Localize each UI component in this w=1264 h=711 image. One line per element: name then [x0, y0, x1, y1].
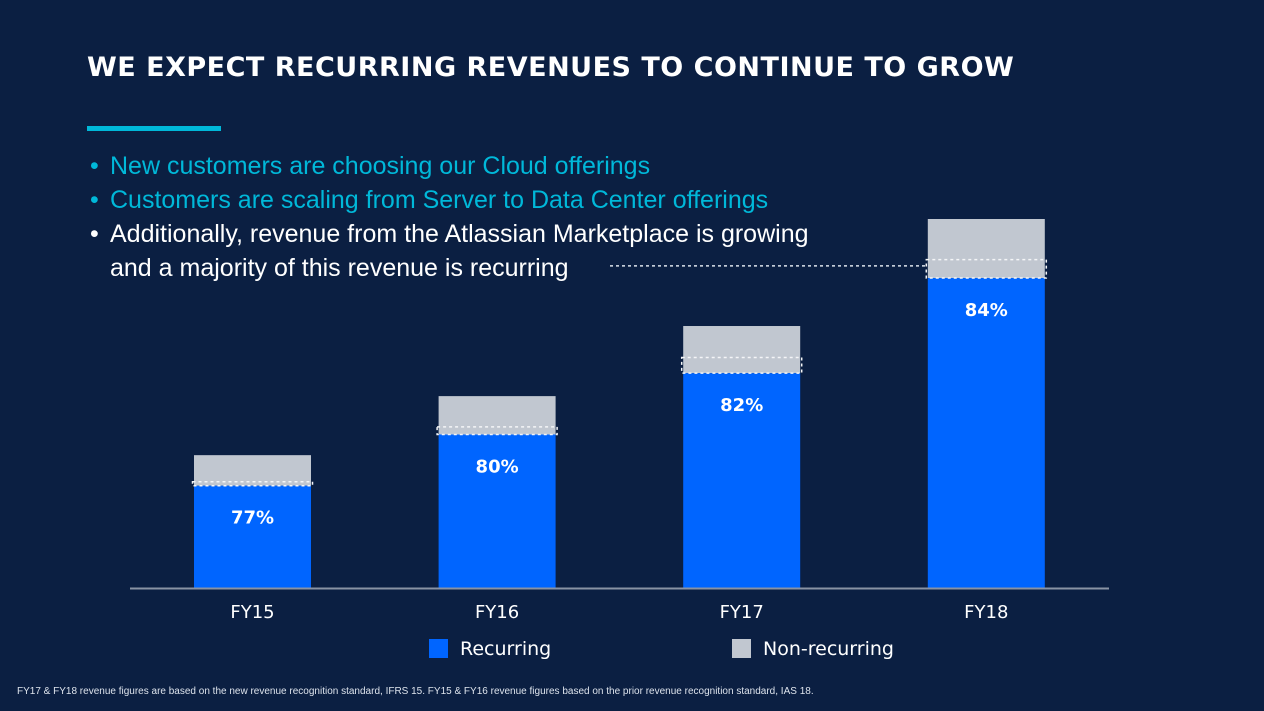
- bar-recurring-fy17: [683, 373, 801, 588]
- bullet-item: • Additionally, revenue from the Atlassia…: [90, 217, 809, 285]
- bars-group: 77% 80% 82% 84%: [191, 219, 1048, 588]
- legend-swatch-recurring: [429, 639, 448, 658]
- marketplace-highlight-fy15: [191, 480, 314, 487]
- marketplace-highlight-fy16: [436, 426, 558, 436]
- bar-recurring-fy18: [927, 278, 1045, 588]
- data-label-fy18: 84%: [965, 300, 1008, 321]
- data-label-fy15: 77%: [231, 508, 274, 529]
- legend-swatch-non-recurring: [732, 639, 751, 658]
- x-tick-label-fy17: FY17: [720, 602, 764, 623]
- bullet-text: New customers are choosing our Cloud off…: [110, 152, 651, 180]
- bullet-icon: •: [90, 186, 99, 214]
- data-label-fy17: 82%: [720, 395, 763, 416]
- bar-non-recurring-fy18: [927, 219, 1045, 279]
- bullet-continuation-text: and a majority of this revenue is recurr…: [110, 254, 569, 282]
- data-label-fy16: 80%: [476, 456, 519, 477]
- bullet-item: • Customers are scaling from Server to Da…: [90, 183, 809, 217]
- marketplace-highlight-fy17: [680, 356, 803, 374]
- slide-title: WE EXPECT RECURRING REVENUES TO CONTINUE…: [87, 52, 1015, 83]
- bullet-icon: •: [90, 220, 99, 248]
- bar-recurring-fy15: [194, 485, 311, 588]
- title-accent-rule: [87, 126, 221, 131]
- x-tick-label-fy15: FY15: [230, 602, 274, 623]
- bar-recurring-fy16: [438, 434, 556, 588]
- bullet-list: • New customers are choosing our Cloud of…: [90, 149, 809, 285]
- legend: Recurring Non-recurring: [429, 638, 894, 660]
- bullet-text: Customers are scaling from Server to Dat…: [110, 186, 769, 214]
- footnote: FY17 & FY18 revenue figures are based on…: [17, 686, 814, 697]
- x-tick-label-fy16: FY16: [475, 602, 519, 623]
- marketplace-highlight-fy18: [925, 258, 1048, 279]
- legend-label-recurring: Recurring: [460, 638, 551, 660]
- bullet-text: Additionally, revenue from the Atlassian…: [110, 220, 809, 248]
- bullet-item: • New customers are choosing our Cloud of…: [90, 149, 809, 183]
- x-tick-labels: FY15 FY16 FY17 FY18: [230, 602, 1008, 623]
- bar-non-recurring-fy17: [683, 326, 801, 374]
- bullet-icon: •: [90, 152, 99, 180]
- legend-label-non-recurring: Non-recurring: [763, 638, 894, 660]
- bar-non-recurring-fy16: [438, 396, 556, 435]
- bar-non-recurring-fy15: [194, 455, 311, 486]
- x-tick-label-fy18: FY18: [964, 602, 1008, 623]
